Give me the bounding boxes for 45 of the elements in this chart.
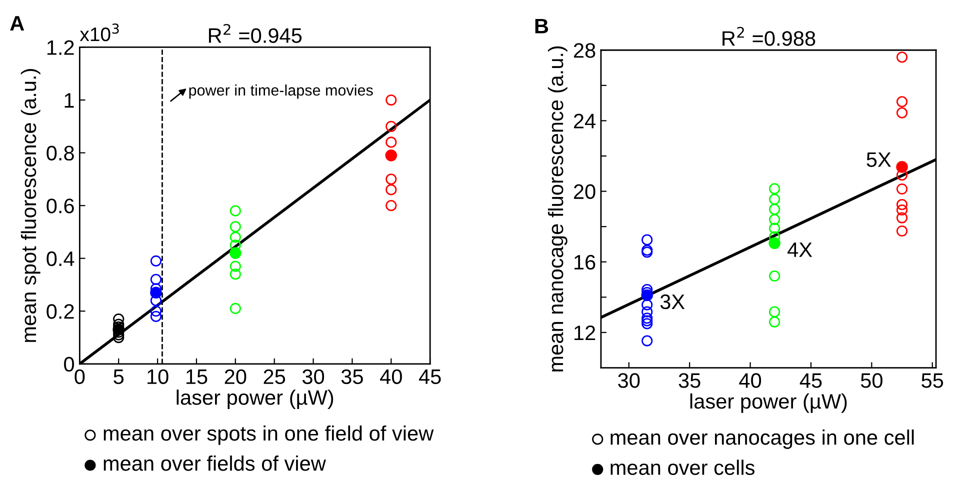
y-tick-label: 1.2 bbox=[47, 40, 74, 55]
y-axis-title: mean nanocage fluorescence (a.u.) bbox=[548, 46, 568, 372]
text: mean over fields of view bbox=[104, 456, 326, 471]
x-tick-label: 50 bbox=[860, 373, 882, 388]
x-tick-label: 25 bbox=[264, 369, 286, 384]
text: A bbox=[10, 16, 24, 30]
y-tick-label: 0.6 bbox=[46, 198, 74, 214]
x-tick-label: 55 bbox=[922, 373, 944, 388]
chart-title: R$^{2}$ =0.988 bbox=[722, 26, 816, 46]
x-tick-label: 45 bbox=[800, 373, 822, 388]
x-tick-label: 0 bbox=[74, 369, 85, 384]
annotation: 3X bbox=[660, 294, 685, 310]
y-axis-title: mean spot fluorescence (a.u.) bbox=[20, 69, 40, 342]
x-tick-label: 10 bbox=[148, 369, 168, 384]
x-tick-label: 5 bbox=[114, 370, 124, 384]
y-tick-label: 1 bbox=[64, 93, 74, 108]
x-tick-label: 15 bbox=[186, 370, 208, 384]
chart-title: R$^{2}$ =0.945 bbox=[208, 24, 302, 43]
annotation: 5X bbox=[866, 152, 891, 167]
x-tick-label: 35 bbox=[678, 373, 700, 388]
y-tick-label: 24 bbox=[574, 114, 596, 128]
x-axis-title: laser power (µW) bbox=[690, 393, 847, 413]
y-tick-label: 16 bbox=[574, 254, 596, 270]
y-tick-label: 0 bbox=[64, 356, 74, 372]
text: mean over spots in one field of view bbox=[104, 425, 434, 445]
y-tick-label: 20 bbox=[574, 184, 596, 200]
x-tick-label: 30 bbox=[302, 369, 324, 384]
x-tick-label: 40 bbox=[380, 369, 402, 384]
text: mean over nanocages in one cell bbox=[610, 430, 914, 449]
y-tick-label: 0.8 bbox=[46, 146, 74, 161]
annotation: 4X bbox=[788, 242, 812, 257]
x-tick-label: 35 bbox=[341, 369, 363, 384]
x-tick-label: 40 bbox=[739, 373, 762, 388]
x-axis-title: laser power (µW) bbox=[176, 390, 334, 409]
text: x10$^{3}$ bbox=[80, 23, 119, 42]
x-tick-label: 45 bbox=[418, 370, 441, 384]
x-tick-label: 20 bbox=[224, 369, 246, 384]
y-tick-label: 0.4 bbox=[46, 251, 74, 266]
y-tick-label: 12 bbox=[574, 325, 596, 340]
text: mean over cells bbox=[610, 460, 754, 476]
y-tick-label: 28 bbox=[574, 43, 596, 58]
y-tick-label: 0.2 bbox=[46, 304, 74, 319]
text: B bbox=[535, 18, 548, 34]
annotation: power in time-lapse movies bbox=[189, 84, 373, 99]
x-tick-label: 30 bbox=[618, 373, 640, 388]
